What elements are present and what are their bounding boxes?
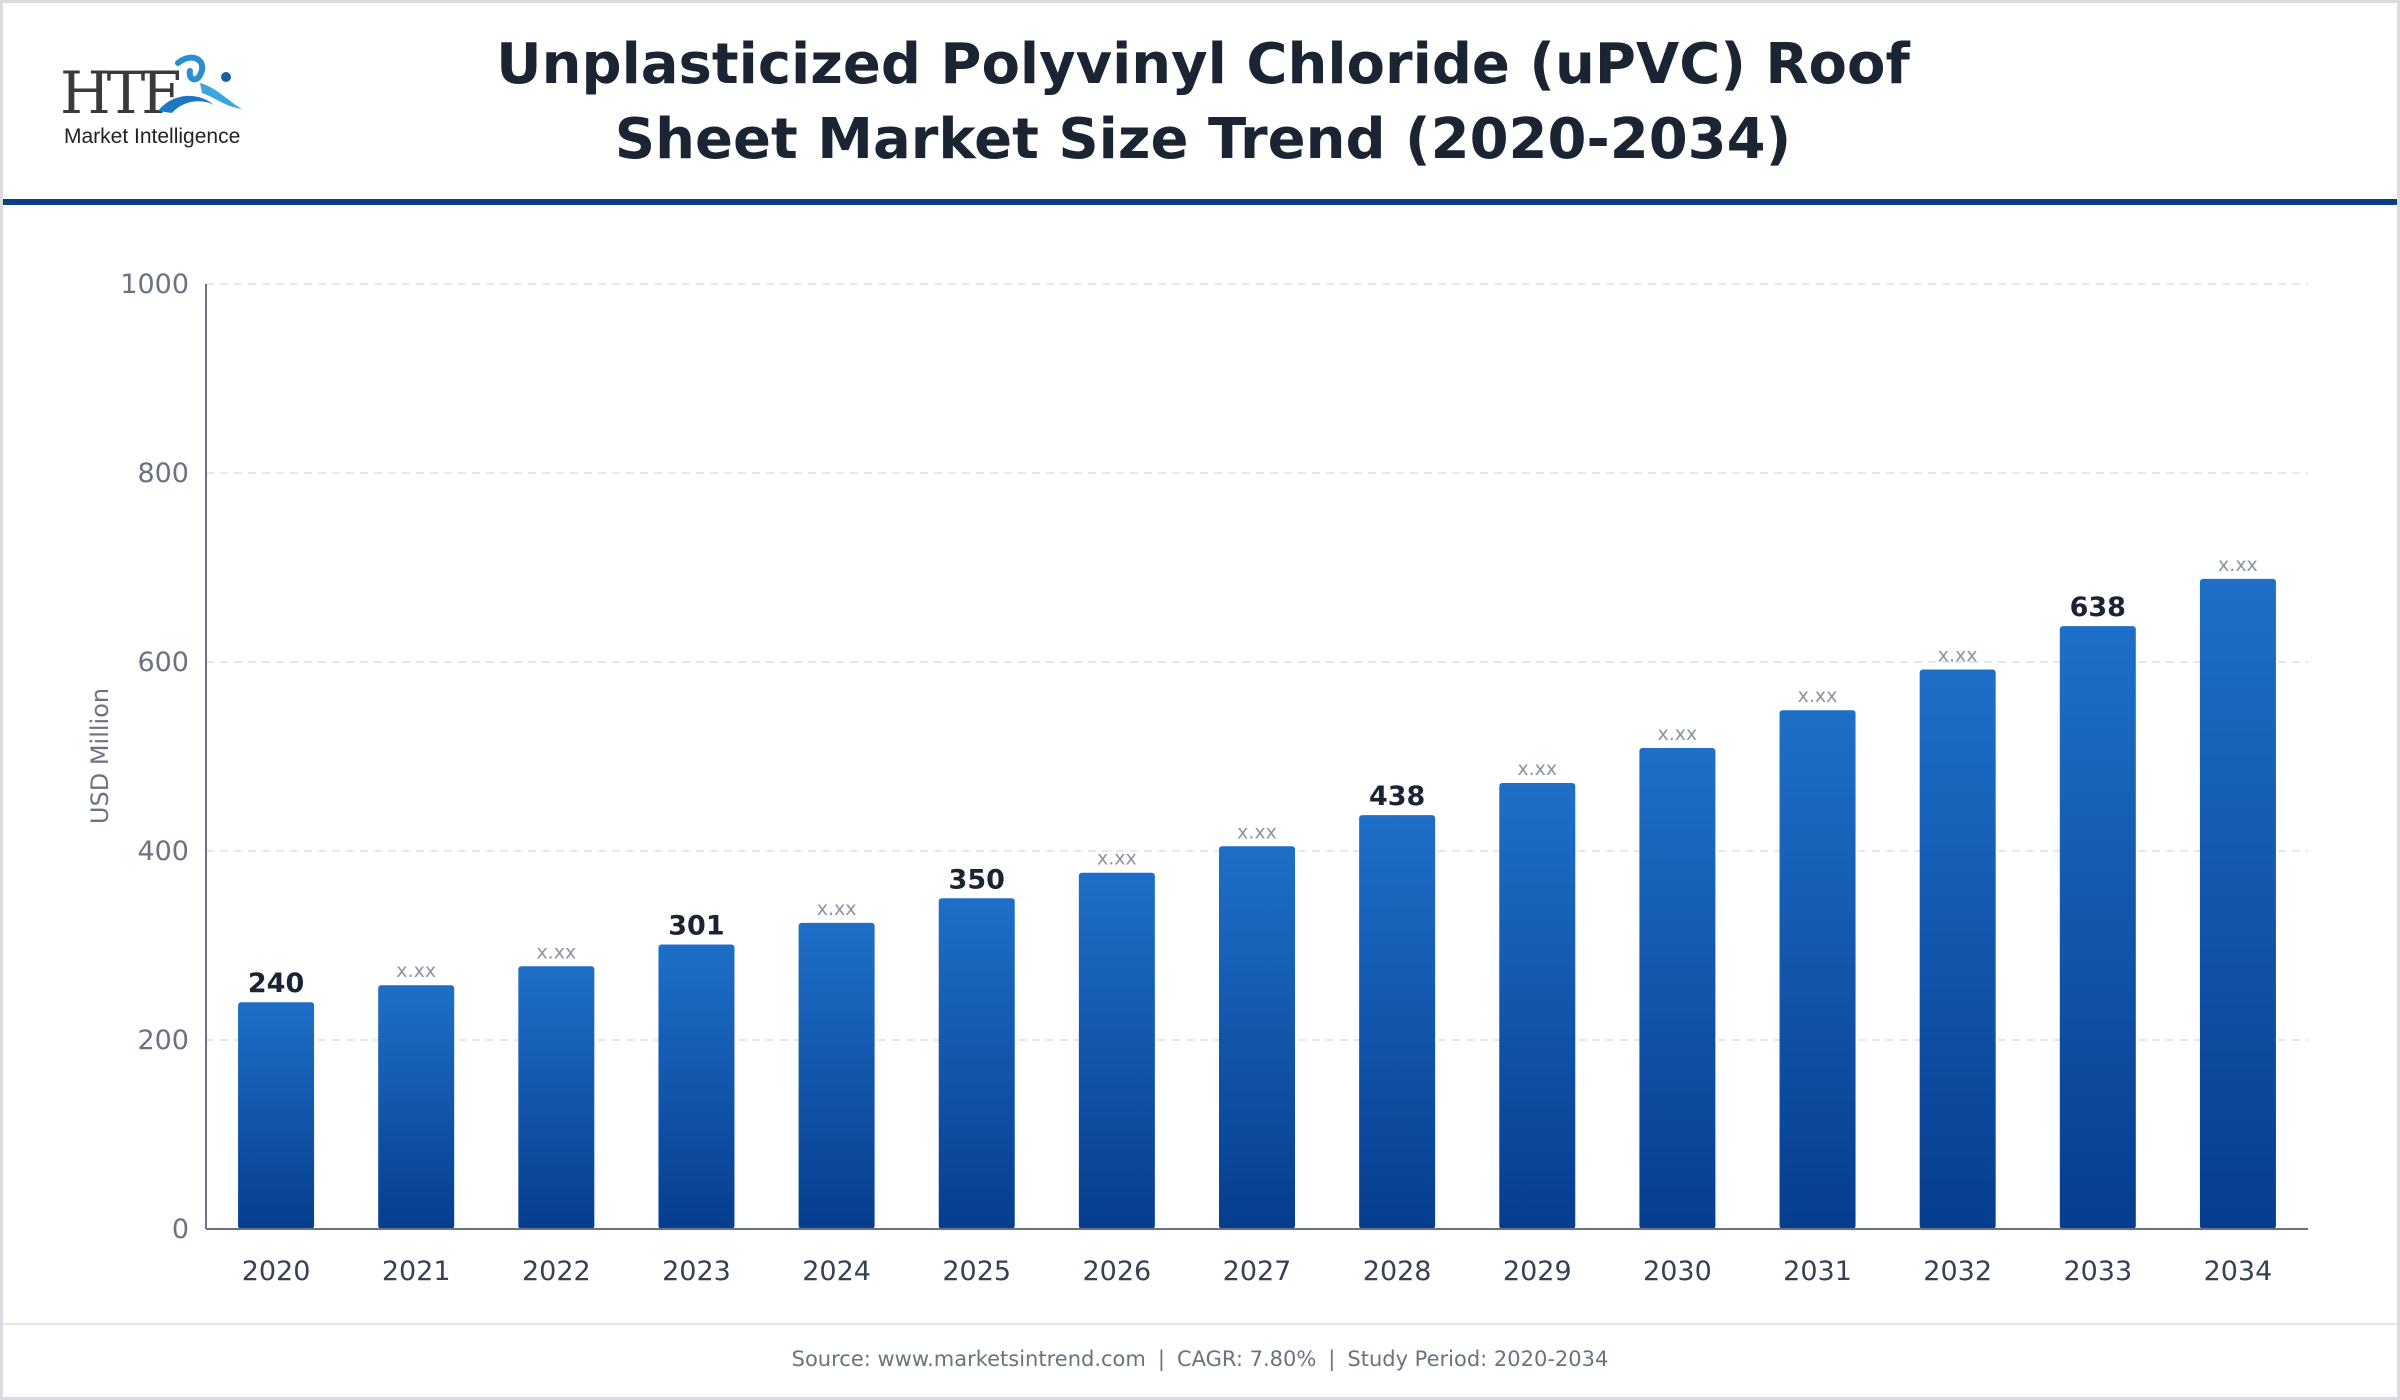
data-label: x.xx (1517, 758, 1557, 780)
x-tick-label: 2023 (662, 1256, 731, 1287)
chart-title: Unplasticized Polyvinyl Chloride (uPVC) … (303, 27, 2103, 177)
bar-2024 (798, 922, 875, 1229)
footer-divider (3, 1323, 2397, 1325)
data-label: x.xx (1938, 645, 1978, 667)
x-tick-label: 2026 (1083, 1256, 1152, 1287)
y-axis-label: USD Million (86, 688, 114, 824)
x-tick-label: 2024 (802, 1256, 871, 1287)
x-tick-label: 2032 (1923, 1256, 1992, 1287)
x-tick-label: 2028 (1363, 1256, 1432, 1287)
data-label: x.xx (396, 960, 436, 982)
y-tick-label: 1000 (120, 269, 189, 300)
bar-2025 (938, 898, 1015, 1229)
data-labels: 240 x.xx x.xx 301 x.xx 350 x.xx x.xx 438 x.xx x.xx… (248, 554, 2258, 999)
bar-2023 (658, 944, 735, 1229)
data-label: 301 (668, 911, 724, 942)
data-label: 638 (2070, 592, 2126, 623)
footer-separator: | (1328, 1347, 1336, 1371)
data-label: x.xx (1798, 685, 1838, 707)
logo-letters: HTF (60, 59, 181, 127)
x-tick-label: 2033 (2063, 1256, 2132, 1287)
header: HTF Market Intelligence Unplasticized Po… (3, 3, 2397, 199)
title-divider (3, 199, 2397, 205)
x-tick-label: 2022 (522, 1256, 591, 1287)
bar-2034 (2199, 578, 2276, 1229)
x-tick-label: 2025 (942, 1256, 1011, 1287)
x-tick-label: 2030 (1643, 1256, 1712, 1287)
data-label: 350 (949, 864, 1005, 895)
axes: 0 200 400 600 800 1000 2020 2021 2022 2023 2024 202… (120, 269, 2308, 1287)
y-tick-label: 200 (137, 1025, 189, 1056)
data-label: x.xx (1658, 723, 1698, 745)
study-period-text: Study Period: 2020-2034 (1347, 1347, 1609, 1371)
bar-2033 (2059, 626, 2136, 1229)
data-label: x.xx (2218, 554, 2258, 576)
bar-2028 (1359, 815, 1436, 1229)
bar-2030 (1639, 747, 1716, 1229)
bar-2031 (1779, 710, 1856, 1229)
bar-2032 (1919, 669, 1996, 1229)
footer-separator: | (1157, 1347, 1165, 1371)
cagr-text: CAGR: 7.80% (1176, 1347, 1317, 1371)
data-label: 240 (248, 968, 304, 999)
x-tick-label: 2021 (382, 1256, 451, 1287)
data-label: x.xx (817, 898, 857, 920)
x-tick-label: 2020 (242, 1256, 311, 1287)
footer: Source: www.marketsintrend.com | CAGR: 7.8… (3, 1347, 2397, 1371)
bar-2027 (1219, 846, 1295, 1229)
data-label: x.xx (1097, 848, 1137, 870)
bar-2020 (238, 1002, 315, 1229)
bar-chart: 0 200 400 600 800 1000 2020 2021 2022 2023 2024 202… (86, 269, 2308, 1287)
bar-2022 (518, 966, 595, 1229)
x-tick-label: 2031 (1783, 1256, 1852, 1287)
x-tick-label: 2034 (2204, 1256, 2273, 1287)
htf-swirl-icon (158, 54, 242, 113)
logo-tagline: Market Intelligence (64, 125, 241, 148)
data-label: x.xx (1237, 821, 1277, 843)
y-tick-label: 600 (137, 647, 189, 678)
bars (238, 578, 2276, 1229)
title-line-1: Unplasticized Polyvinyl Chloride (uPVC) … (496, 32, 1910, 97)
source-text: Source: www.marketsintrend.com (791, 1347, 1146, 1371)
y-tick-label: 400 (137, 836, 189, 867)
y-tick-label: 800 (137, 458, 189, 489)
title-line-2: Sheet Market Size Trend (2020-2034) (614, 107, 1792, 172)
data-label: x.xx (536, 941, 576, 963)
x-tick-label: 2029 (1503, 1256, 1572, 1287)
y-tick-label: 0 (172, 1214, 189, 1245)
data-label: 438 (1369, 781, 1425, 812)
x-tick-label: 2027 (1223, 1256, 1292, 1287)
bar-2021 (378, 985, 455, 1229)
bar-2029 (1499, 782, 1576, 1229)
bar-2026 (1078, 872, 1155, 1229)
htf-logo: HTF Market Intelligence (58, 53, 248, 163)
